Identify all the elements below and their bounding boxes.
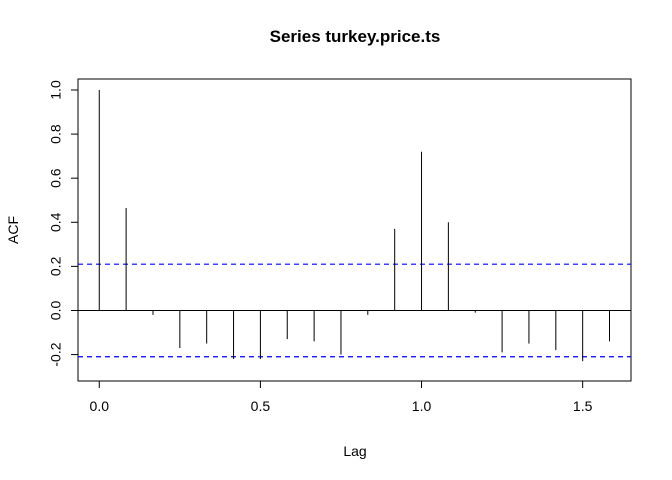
chart-title: Series turkey.price.ts bbox=[270, 27, 441, 46]
y-tick-label: 0.6 bbox=[48, 168, 64, 188]
y-tick-label: 0.0 bbox=[48, 301, 64, 321]
y-tick-label: 0.8 bbox=[48, 124, 64, 144]
x-tick-label: 1.5 bbox=[573, 398, 593, 414]
x-axis-label: Lag bbox=[343, 443, 366, 459]
y-tick-label: 0.2 bbox=[48, 256, 64, 276]
acf-marks bbox=[78, 90, 631, 362]
y-axis: -0.2 0.0 0.2 0.4 0.6 0.8 1.0 bbox=[48, 80, 79, 367]
plot-frame bbox=[77, 78, 632, 382]
y-axis-label: ACF bbox=[5, 216, 21, 244]
x-tick-label: 1.0 bbox=[412, 398, 432, 414]
y-tick-label: 0.4 bbox=[48, 212, 64, 232]
x-tick-label: 0.5 bbox=[251, 398, 271, 414]
y-tick-label: 1.0 bbox=[48, 80, 64, 100]
x-tick-label: 0.0 bbox=[90, 398, 110, 414]
x-axis: 0.0 0.5 1.0 1.5 bbox=[90, 380, 593, 414]
y-tick-label: -0.2 bbox=[48, 342, 64, 366]
